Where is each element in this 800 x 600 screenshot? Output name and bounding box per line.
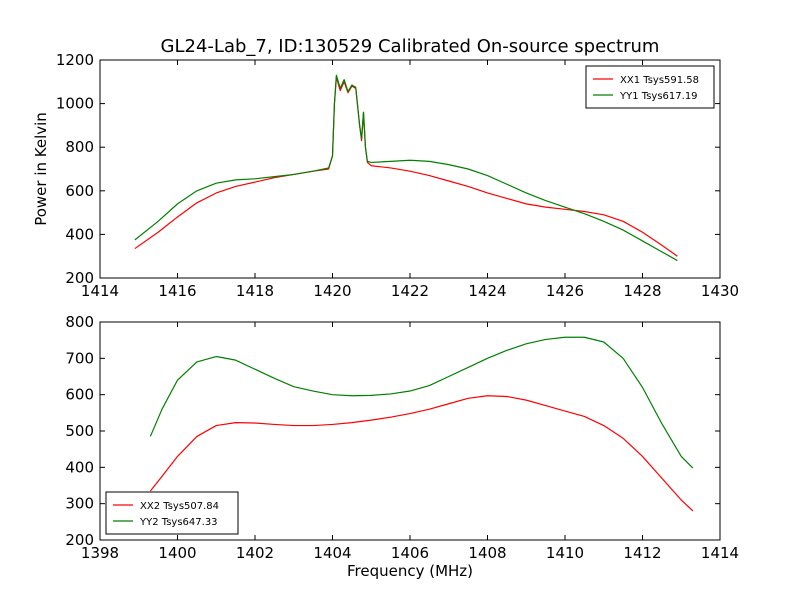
- top-y-tick-label: 400: [65, 225, 94, 243]
- top-x-tick-label: 1428: [623, 282, 661, 300]
- chart-title: GL24-Lab_7, ID:130529 Calibrated On-sour…: [161, 36, 660, 57]
- bottom-x-tick-label: 1412: [623, 544, 661, 562]
- bottom-series-line-0: [149, 395, 694, 512]
- top-y-tick-label: 1000: [56, 95, 94, 113]
- top-x-tick-label: 1418: [236, 282, 274, 300]
- bottom-y-tick-label: 200: [65, 531, 94, 549]
- top-x-tick-label: 1426: [546, 282, 584, 300]
- top-legend-label-1: YY1 Tsys617.19: [619, 91, 698, 102]
- top-legend-label-0: XX1 Tsys591.58: [620, 75, 699, 86]
- bottom-legend-label-0: XX2 Tsys507.84: [140, 501, 219, 512]
- top-series-line-0: [134, 76, 678, 257]
- bottom-x-tick-label: 1414: [701, 544, 739, 562]
- bottom-legend-label-1: YY2 Tsys647.33: [139, 517, 218, 528]
- bottom-x-tick-label: 1400: [158, 544, 196, 562]
- bottom-plot: 1398 1400 1402 1404 1406 1408 1410 1412 1414 200 3…: [65, 313, 739, 562]
- top-y-tick-label: 600: [65, 182, 94, 200]
- top-y-tick-label: 800: [65, 138, 94, 156]
- bottom-y-tick-label: 400: [65, 458, 94, 476]
- bottom-y-tick-label: 700: [65, 349, 94, 367]
- top-x-tick-label: 1420: [313, 282, 351, 300]
- bottom-x-tick-label: 1410: [546, 544, 584, 562]
- bottom-y-tick-label: 300: [65, 495, 94, 513]
- top-x-tick-label: 1422: [391, 282, 429, 300]
- bottom-y-tick-label: 800: [65, 313, 94, 331]
- top-legend: XX1 Tsys591.58 YY1 Tsys617.19: [585, 65, 715, 109]
- bottom-x-tick-label: 1402: [236, 544, 274, 562]
- top-legend-box: [585, 65, 715, 109]
- bottom-legend: XX2 Tsys507.84 YY2 Tsys647.33: [105, 491, 239, 535]
- top-x-tick-label: 1416: [158, 282, 196, 300]
- bottom-y-tick-label: 500: [65, 422, 94, 440]
- bottom-series-line-1: [149, 336, 694, 469]
- bottom-x-axis-label: Frequency (MHz): [347, 562, 473, 580]
- top-x-tick-label: 1430: [701, 282, 739, 300]
- top-y-tick-label: 1200: [56, 51, 94, 69]
- top-y-axis-label: Power in Kelvin: [32, 112, 50, 226]
- top-x-tick-label: 1414: [81, 282, 119, 300]
- top-plot: 1414 1416 1418 1420 1422 1424 1426 1428 1430 200 4…: [56, 51, 739, 300]
- bottom-x-tick-label: 1406: [391, 544, 429, 562]
- top-y-tick-label: 200: [65, 269, 94, 287]
- top-x-tick-label: 1424: [468, 282, 506, 300]
- top-series-line-1: [134, 74, 678, 262]
- bottom-x-tick-label: 1408: [468, 544, 506, 562]
- bottom-legend-box: [105, 491, 239, 535]
- bottom-x-tick-label: 1398: [81, 544, 119, 562]
- bottom-x-tick-label: 1404: [313, 544, 351, 562]
- bottom-y-tick-label: 600: [65, 386, 94, 404]
